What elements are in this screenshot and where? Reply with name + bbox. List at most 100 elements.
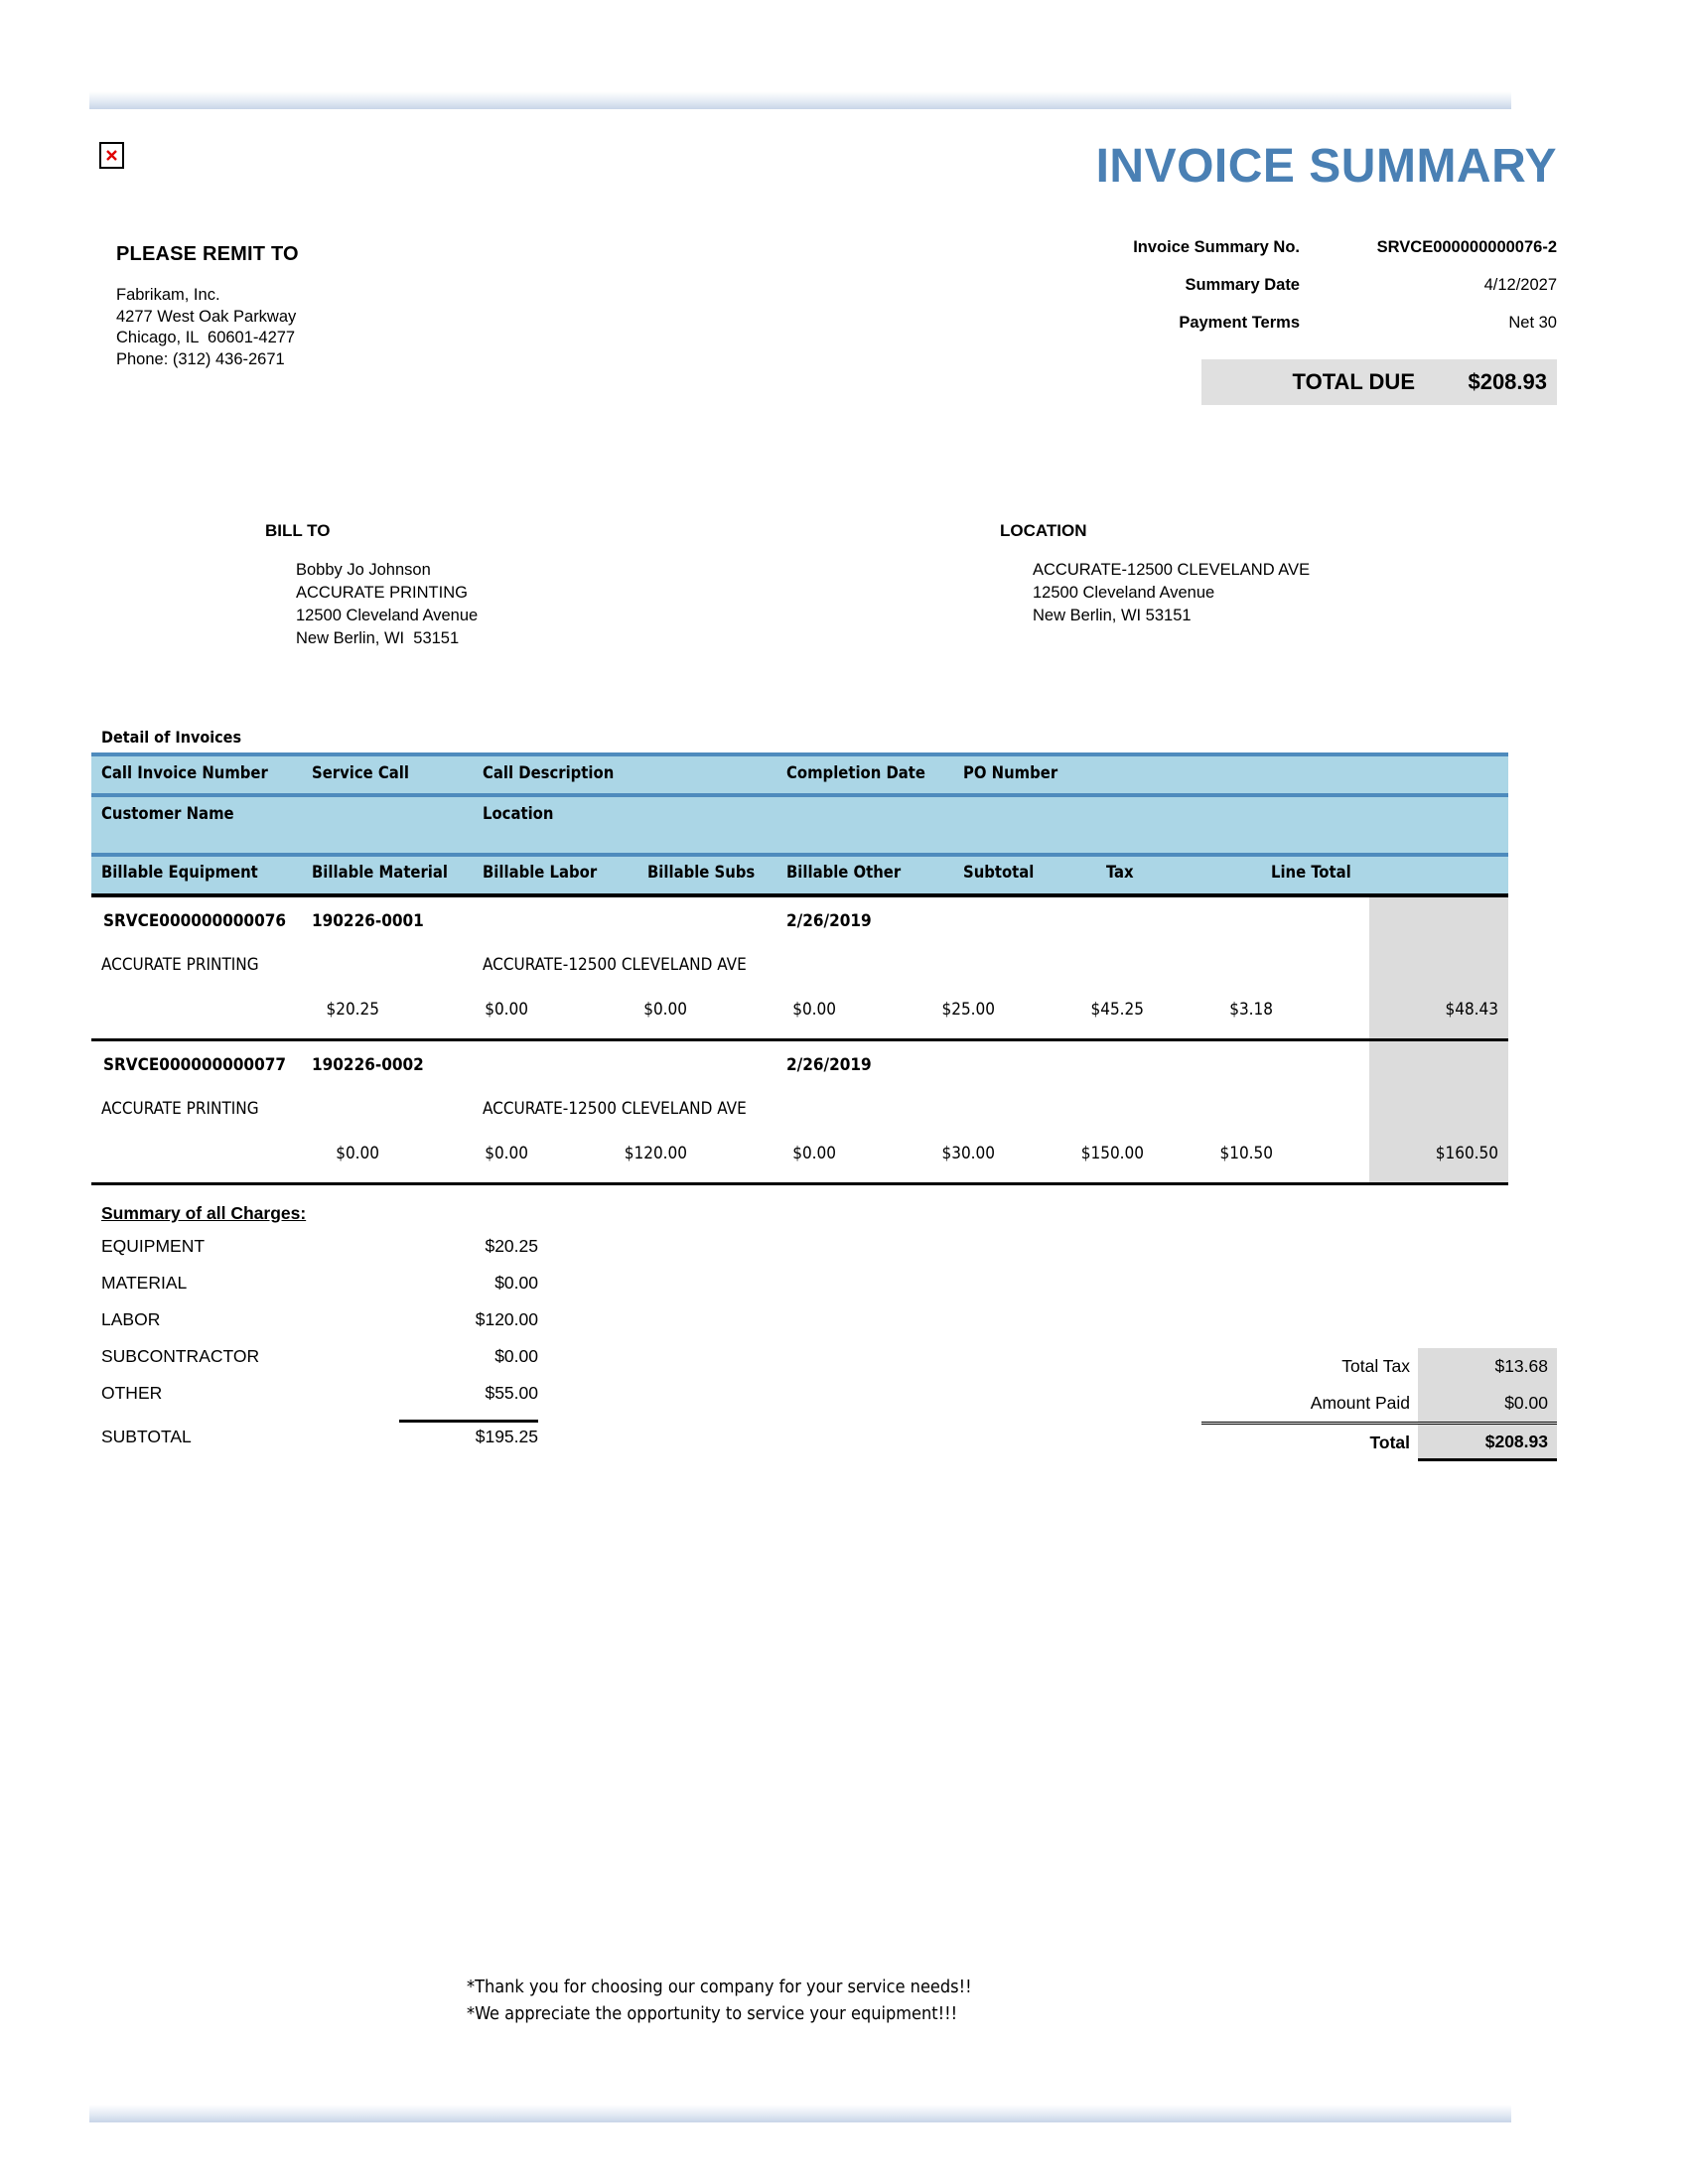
cell-call-invoice-number: SRVCE000000000077 bbox=[103, 1055, 287, 1075]
summary-value: $55.00 bbox=[485, 1383, 538, 1403]
header-service-call: Service Call bbox=[312, 763, 409, 782]
summary-date-value: 4/12/2027 bbox=[1483, 276, 1557, 294]
cell-subtotal: $150.00 bbox=[1080, 1144, 1144, 1163]
meta-row-invoice-number: Invoice Summary No. SRVCE000000000076-2 bbox=[1060, 238, 1557, 276]
header-po-number: PO Number bbox=[963, 763, 1058, 782]
table-row: SRVCE000000000076 190226-0001 2/26/2019 … bbox=[91, 897, 1508, 1041]
cell-service-call: 190226-0002 bbox=[312, 1055, 424, 1075]
header-call-description: Call Description bbox=[483, 763, 615, 782]
cell-tax: $3.18 bbox=[1229, 1000, 1273, 1020]
location-address: ACCURATE-12500 CLEVELAND AVE 12500 Cleve… bbox=[1033, 561, 1311, 624]
remit-to-heading: PLEASE REMIT TO bbox=[116, 243, 299, 265]
header-tax: Tax bbox=[1106, 863, 1134, 882]
header-completion-date: Completion Date bbox=[786, 763, 925, 782]
header-location: Location bbox=[483, 804, 554, 823]
location-heading: LOCATION bbox=[1000, 521, 1087, 540]
cell-billable-labor: $0.00 bbox=[643, 1000, 687, 1020]
totals-block: Total Tax $13.68 Amount Paid $0.00 Total… bbox=[1201, 1348, 1557, 1461]
table-header-row-3: Billable Equipment Billable Material Bil… bbox=[91, 853, 1508, 897]
cell-billable-equipment: $20.25 bbox=[326, 1000, 380, 1020]
summary-label: SUBTOTAL bbox=[101, 1427, 192, 1446]
footer-gradient-rule bbox=[89, 2105, 1511, 2122]
totals-row-total-tax: Total Tax $13.68 bbox=[1201, 1348, 1557, 1385]
summary-date-label: Summary Date bbox=[1185, 276, 1300, 294]
cell-billable-other: $30.00 bbox=[941, 1144, 996, 1163]
summary-value: $20.25 bbox=[485, 1236, 538, 1256]
invoice-number-label: Invoice Summary No. bbox=[1133, 238, 1300, 256]
cell-billable-other: $25.00 bbox=[941, 1000, 996, 1020]
meta-row-payment-terms: Payment Terms Net 30 bbox=[1060, 314, 1557, 351]
total-due-bar: TOTAL DUE $208.93 bbox=[1201, 359, 1557, 405]
header-call-invoice-number: Call Invoice Number bbox=[101, 763, 268, 782]
summary-line-other: OTHER $55.00 bbox=[101, 1383, 538, 1420]
cell-customer-name: ACCURATE PRINTING bbox=[101, 955, 259, 975]
footer-message: *Thank you for choosing our company for … bbox=[467, 1977, 972, 2024]
header-billable-subs: Billable Subs bbox=[647, 863, 756, 882]
cell-tax: $10.50 bbox=[1219, 1144, 1274, 1163]
cell-subtotal: $45.25 bbox=[1090, 1000, 1145, 1020]
cell-billable-subs: $0.00 bbox=[792, 1000, 836, 1020]
summary-value: $0.00 bbox=[494, 1273, 538, 1293]
summary-value: $0.00 bbox=[494, 1346, 538, 1366]
payment-terms-value: Net 30 bbox=[1508, 314, 1557, 332]
cell-location: ACCURATE-12500 CLEVELAND AVE bbox=[483, 955, 747, 975]
summary-label: SUBCONTRACTOR bbox=[101, 1346, 260, 1366]
cell-completion-date: 2/26/2019 bbox=[786, 911, 872, 931]
summary-line-equipment: EQUIPMENT $20.25 bbox=[101, 1236, 538, 1273]
summary-line-subcontractor: SUBCONTRACTOR $0.00 bbox=[101, 1346, 538, 1383]
amount-paid-value: $0.00 bbox=[1418, 1385, 1557, 1422]
header-billable-labor: Billable Labor bbox=[483, 863, 598, 882]
table-header-row-2: Customer Name Location bbox=[91, 793, 1508, 853]
table-row: SRVCE000000000077 190226-0002 2/26/2019 … bbox=[91, 1041, 1508, 1185]
summary-label: LABOR bbox=[101, 1309, 161, 1329]
header-line-total: Line Total bbox=[1271, 863, 1351, 882]
line-total-shade bbox=[1369, 897, 1508, 1038]
payment-terms-label: Payment Terms bbox=[1179, 314, 1300, 332]
cell-service-call: 190226-0001 bbox=[312, 911, 424, 931]
header-billable-equipment: Billable Equipment bbox=[101, 863, 258, 882]
cell-billable-material: $0.00 bbox=[485, 1144, 528, 1163]
total-tax-value: $13.68 bbox=[1418, 1348, 1557, 1385]
meta-row-summary-date: Summary Date 4/12/2027 bbox=[1060, 276, 1557, 314]
summary-line-labor: LABOR $120.00 bbox=[101, 1309, 538, 1346]
broken-image-icon bbox=[99, 142, 124, 169]
remit-to-address: Fabrikam, Inc. 4277 West Oak Parkway Chi… bbox=[116, 286, 297, 368]
invoice-number-value: SRVCE000000000076-2 bbox=[1376, 238, 1557, 256]
summary-label: MATERIAL bbox=[101, 1273, 188, 1293]
totals-row-amount-paid: Amount Paid $0.00 bbox=[1201, 1385, 1557, 1422]
table-header-row-1: Call Invoice Number Service Call Call De… bbox=[91, 752, 1508, 793]
header-customer-name: Customer Name bbox=[101, 804, 234, 823]
header-billable-material: Billable Material bbox=[312, 863, 448, 882]
cell-billable-equipment: $0.00 bbox=[336, 1144, 379, 1163]
total-value: $208.93 bbox=[1418, 1425, 1557, 1461]
summary-of-charges-title: Summary of all Charges: bbox=[101, 1203, 307, 1223]
cell-completion-date: 2/26/2019 bbox=[786, 1055, 872, 1075]
summary-value: $195.25 bbox=[399, 1420, 538, 1447]
totals-row-total: Total $208.93 bbox=[1201, 1422, 1557, 1461]
summary-line-subtotal: SUBTOTAL $195.25 bbox=[101, 1420, 538, 1456]
detail-table: Call Invoice Number Service Call Call De… bbox=[91, 752, 1508, 1185]
cell-billable-material: $0.00 bbox=[485, 1000, 528, 1020]
total-due-label: TOTAL DUE bbox=[1292, 369, 1415, 394]
total-tax-label: Total Tax bbox=[1341, 1356, 1410, 1376]
summary-label: EQUIPMENT bbox=[101, 1236, 206, 1256]
detail-of-invoices-title: Detail of Invoices bbox=[101, 728, 242, 747]
cell-customer-name: ACCURATE PRINTING bbox=[101, 1099, 259, 1119]
cell-line-total: $48.43 bbox=[1445, 1000, 1499, 1020]
line-total-shade bbox=[1369, 1041, 1508, 1182]
cell-line-total: $160.50 bbox=[1435, 1144, 1498, 1163]
cell-call-invoice-number: SRVCE000000000076 bbox=[103, 911, 287, 931]
header-billable-other: Billable Other bbox=[786, 863, 902, 882]
summary-label: OTHER bbox=[101, 1383, 163, 1403]
bill-to-heading: BILL TO bbox=[265, 521, 331, 540]
header-subtotal: Subtotal bbox=[963, 863, 1035, 882]
total-due-value: $208.93 bbox=[1468, 369, 1547, 394]
summary-of-charges: Summary of all Charges: EQUIPMENT $20.25… bbox=[101, 1203, 538, 1456]
total-label: Total bbox=[1369, 1433, 1410, 1452]
cell-billable-subs: $0.00 bbox=[792, 1144, 836, 1163]
amount-paid-label: Amount Paid bbox=[1310, 1393, 1410, 1413]
summary-line-material: MATERIAL $0.00 bbox=[101, 1273, 538, 1309]
cell-billable-labor: $120.00 bbox=[624, 1144, 687, 1163]
page-title: INVOICE SUMMARY bbox=[1095, 140, 1557, 193]
